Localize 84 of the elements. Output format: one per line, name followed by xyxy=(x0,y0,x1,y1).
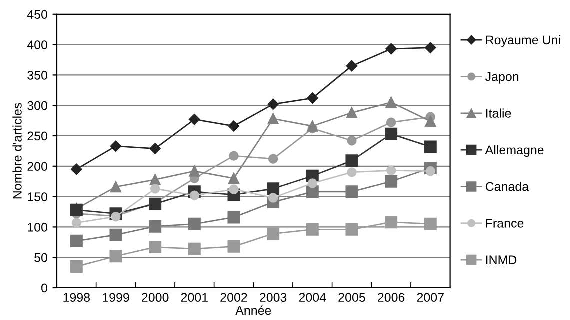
point xyxy=(268,154,278,164)
point xyxy=(424,140,437,154)
point xyxy=(346,154,358,168)
legend-label: France xyxy=(486,219,524,228)
point xyxy=(385,128,398,140)
point xyxy=(267,228,280,240)
x-tick-label: 2001 xyxy=(181,293,208,302)
x-tick-label: 2000 xyxy=(142,293,169,302)
y-tick-label: 0 xyxy=(42,284,48,293)
y-tick-label: 100 xyxy=(28,223,48,232)
point xyxy=(110,250,122,263)
point xyxy=(228,240,240,253)
point xyxy=(306,186,319,198)
point xyxy=(346,60,358,72)
point xyxy=(424,218,437,230)
point xyxy=(149,241,162,254)
point xyxy=(70,260,83,273)
y-tick-label: 50 xyxy=(34,253,48,262)
point xyxy=(386,166,396,176)
point xyxy=(110,228,122,242)
point xyxy=(307,120,318,132)
legend-label: Canada xyxy=(486,182,530,192)
x-tick-label: 2004 xyxy=(299,293,326,302)
point xyxy=(386,43,397,55)
point xyxy=(385,175,398,188)
legend-label: Allemagne xyxy=(485,145,544,158)
point xyxy=(425,42,436,54)
point xyxy=(346,107,358,118)
point xyxy=(149,198,162,210)
point xyxy=(189,114,200,126)
point xyxy=(385,216,398,229)
point xyxy=(228,211,240,224)
point xyxy=(110,140,122,152)
point xyxy=(346,223,358,236)
y-tick-label: 200 xyxy=(28,162,48,172)
legend-label: INMD xyxy=(486,256,517,264)
point xyxy=(268,98,279,110)
point xyxy=(268,113,279,125)
point xyxy=(228,120,240,132)
point xyxy=(267,182,280,196)
point xyxy=(386,118,396,128)
point xyxy=(110,182,122,193)
point xyxy=(347,136,357,146)
x-tick-label: 2005 xyxy=(338,293,366,302)
y-tick-label: 400 xyxy=(27,40,48,50)
point xyxy=(228,173,240,184)
x-tick-label: 2006 xyxy=(378,293,405,302)
point xyxy=(307,92,318,104)
point xyxy=(188,242,201,256)
y-tick-label: 250 xyxy=(28,132,48,141)
y-tick-label: 350 xyxy=(28,71,48,80)
point xyxy=(70,234,83,248)
x-tick-label: 1998 xyxy=(64,293,90,302)
point xyxy=(189,166,200,177)
point xyxy=(268,193,278,203)
point xyxy=(149,220,162,233)
point xyxy=(229,184,239,194)
legend-label: Italie xyxy=(486,108,512,118)
point xyxy=(71,164,82,176)
x-tick-label: 2003 xyxy=(260,293,287,302)
point xyxy=(190,190,200,200)
y-tick-label: 450 xyxy=(27,10,48,20)
legend-label: Royaume Uni xyxy=(486,35,560,48)
y-axis-title: Nombre d'articles xyxy=(12,103,22,199)
point xyxy=(150,143,161,154)
point xyxy=(425,116,436,127)
x-tick-label: 2007 xyxy=(417,293,444,302)
point xyxy=(150,174,161,186)
point xyxy=(188,218,201,230)
point xyxy=(347,168,357,178)
point xyxy=(426,166,436,176)
x-axis-title: Année xyxy=(236,306,272,316)
point xyxy=(308,178,318,188)
point xyxy=(72,218,82,228)
point xyxy=(386,97,397,108)
x-tick-label: 1999 xyxy=(103,293,130,302)
y-tick-label: 300 xyxy=(28,101,48,110)
point xyxy=(346,186,358,198)
legend-label: Japon xyxy=(485,72,519,84)
point xyxy=(229,151,239,161)
point xyxy=(306,223,319,236)
x-tick-label: 2002 xyxy=(220,293,248,302)
y-tick-label: 150 xyxy=(28,192,48,202)
point xyxy=(150,184,160,194)
